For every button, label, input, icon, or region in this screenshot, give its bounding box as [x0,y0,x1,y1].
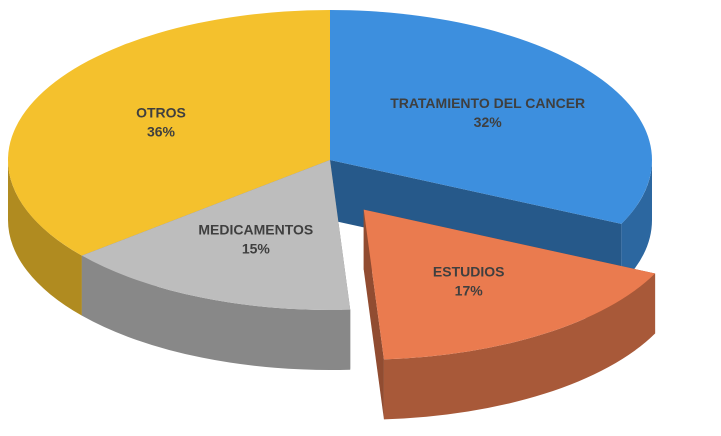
value-label: 36% [147,124,176,140]
slice-side [363,209,384,420]
slice-label: OTROS [136,105,186,121]
pie-slice [81,160,351,370]
slice-label: MEDICAMENTOS [198,222,313,238]
slice-top [81,160,351,310]
slice-label: ESTUDIOS [433,263,505,279]
value-label: 17% [455,282,484,298]
pie-slice [363,209,656,420]
slice-top [330,10,652,224]
slice-wall [621,160,652,284]
slice-wall [383,273,656,420]
slice-wall [7,160,82,316]
value-label: 15% [242,241,271,257]
slice-label: TRATAMIENTO DEL CANCER [390,95,585,111]
slice-top [363,209,656,360]
slice-top [8,10,331,256]
slice-wall [81,255,351,370]
value-label: 32% [474,114,503,130]
